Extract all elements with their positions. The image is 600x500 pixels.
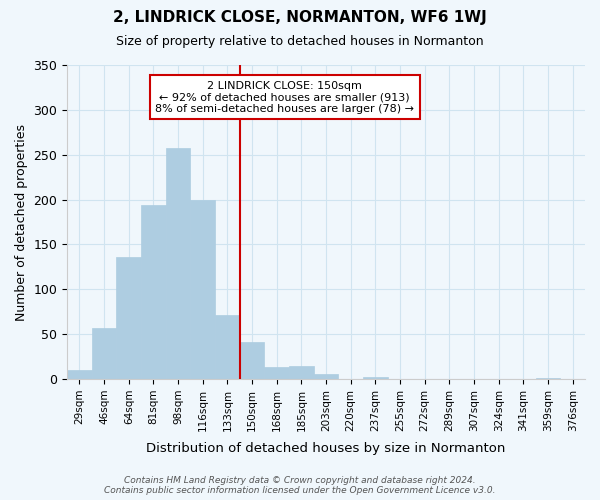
Bar [92,328,116,379]
Text: 2, LINDRICK CLOSE, NORMANTON, WF6 1WJ: 2, LINDRICK CLOSE, NORMANTON, WF6 1WJ [113,10,487,25]
Bar [240,342,265,379]
Y-axis label: Number of detached properties: Number of detached properties [15,124,28,320]
Bar [536,378,560,379]
Text: Size of property relative to detached houses in Normanton: Size of property relative to detached ho… [116,35,484,48]
Bar [141,205,166,379]
X-axis label: Distribution of detached houses by size in Normanton: Distribution of detached houses by size … [146,442,506,455]
Text: 2 LINDRICK CLOSE: 150sqm
← 92% of detached houses are smaller (913)
8% of semi-d: 2 LINDRICK CLOSE: 150sqm ← 92% of detach… [155,80,414,114]
Bar [67,370,92,379]
Bar [363,377,388,379]
Bar [289,366,314,379]
Bar [116,257,141,379]
Bar [215,316,240,379]
Bar [166,148,190,379]
Bar [190,200,215,379]
Text: Contains HM Land Registry data © Crown copyright and database right 2024.
Contai: Contains HM Land Registry data © Crown c… [104,476,496,495]
Bar [265,368,289,379]
Bar [314,374,338,379]
